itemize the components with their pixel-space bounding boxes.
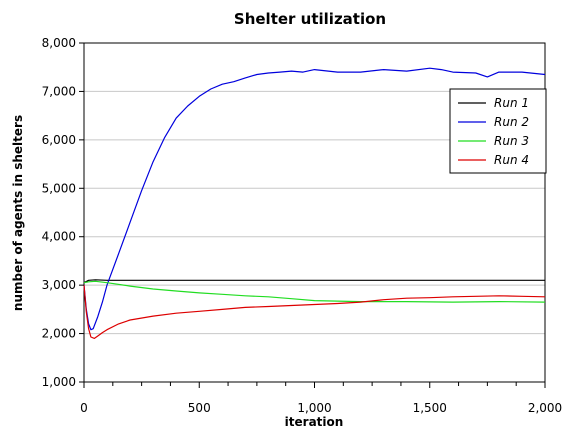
y-tick-label: 8,000	[42, 36, 76, 50]
y-tick-label: 4,000	[42, 230, 76, 244]
x-tick-label: 1,000	[297, 401, 331, 415]
y-axis-title: number of agents in shelters	[11, 115, 25, 311]
legend-label: Run 4	[494, 153, 529, 167]
y-tick-label: 3,000	[42, 278, 76, 292]
legend: Run 1 Run 2 Run 3 Run 4	[450, 89, 546, 173]
y-tick-label: 1,000	[42, 375, 76, 389]
x-tick-label: 0	[80, 401, 88, 415]
y-tick-label: 7,000	[42, 84, 76, 98]
x-axis-title: iteration	[285, 415, 344, 428]
x-tick-label: 1,500	[413, 401, 447, 415]
legend-label: Run 1	[494, 96, 529, 110]
legend-label: Run 3	[494, 134, 529, 148]
y-tick-label: 6,000	[42, 133, 76, 147]
y-tick-label: 2,000	[42, 327, 76, 341]
y-tick-label: 5,000	[42, 181, 76, 195]
legend-label: Run 2	[494, 115, 529, 129]
x-tick-label: 500	[188, 401, 211, 415]
x-tick-label: 2,000	[528, 401, 562, 415]
chart-title: Shelter utilization	[234, 10, 386, 28]
